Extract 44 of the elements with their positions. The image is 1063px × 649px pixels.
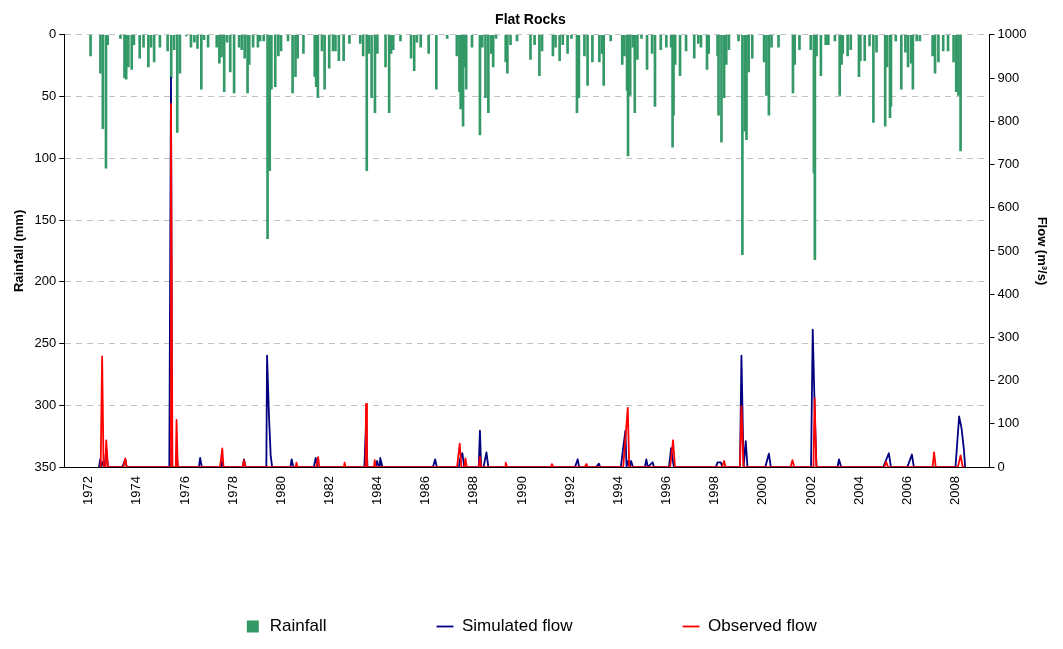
y2-tick-label: 1000 (997, 26, 1027, 42)
y2-tick-label: 700 (997, 156, 1020, 172)
x-tick-label: 1976 (176, 476, 192, 505)
legend-label: Rainfall (269, 616, 327, 636)
x-tick-label: 2000 (754, 476, 770, 505)
y2-tick-label: 400 (997, 285, 1020, 301)
y2-axis-title: Flow (m³/s) (1034, 216, 1050, 286)
x-tick-label: 1996 (658, 476, 674, 505)
x-tick-label: 1986 (417, 476, 433, 505)
x-tick-label: 2004 (850, 476, 866, 505)
y2-tick-label: 0 (997, 458, 1005, 474)
y2-tick-label: 100 (997, 415, 1020, 431)
y2-tick-label: 800 (997, 112, 1020, 128)
y2-tick-label: 900 (997, 69, 1020, 85)
y-tick-label: 300 (34, 396, 57, 412)
chart-title: Flat Rocks (495, 11, 567, 28)
x-tick-label: 1982 (321, 476, 337, 505)
y2-tick-label: 200 (997, 372, 1020, 388)
x-tick-label: 1988 (465, 476, 481, 505)
y-tick-label: 50 (41, 88, 57, 104)
y-tick-label: 100 (34, 149, 57, 165)
y2-tick-label: 300 (997, 328, 1020, 344)
x-tick-label: 1972 (80, 476, 96, 505)
legend-label: Observed flow (708, 616, 818, 636)
y-tick-label: 200 (34, 273, 57, 289)
x-tick-label: 1998 (706, 476, 722, 505)
y2-tick-label: 600 (997, 199, 1020, 215)
legend-label: Simulated flow (461, 616, 574, 636)
y-tick-label: 350 (34, 458, 57, 474)
x-tick-label: 1992 (561, 476, 577, 505)
y-tick-label: 0 (49, 26, 57, 42)
x-tick-label: 1990 (513, 476, 529, 505)
y-axis-title: Rainfall (mm) (11, 209, 27, 293)
x-tick-label: 1974 (128, 476, 144, 505)
y-tick-label: 250 (34, 335, 57, 351)
y2-tick-label: 500 (997, 242, 1020, 258)
x-tick-label: 1994 (609, 476, 625, 505)
x-tick-label: 1978 (224, 476, 240, 505)
x-tick-label: 2006 (898, 476, 914, 505)
x-tick-label: 1984 (369, 476, 385, 505)
x-tick-label: 2002 (802, 476, 818, 505)
x-tick-label: 2008 (947, 476, 963, 505)
x-tick-label: 1980 (272, 476, 288, 505)
y-tick-label: 150 (34, 211, 57, 227)
